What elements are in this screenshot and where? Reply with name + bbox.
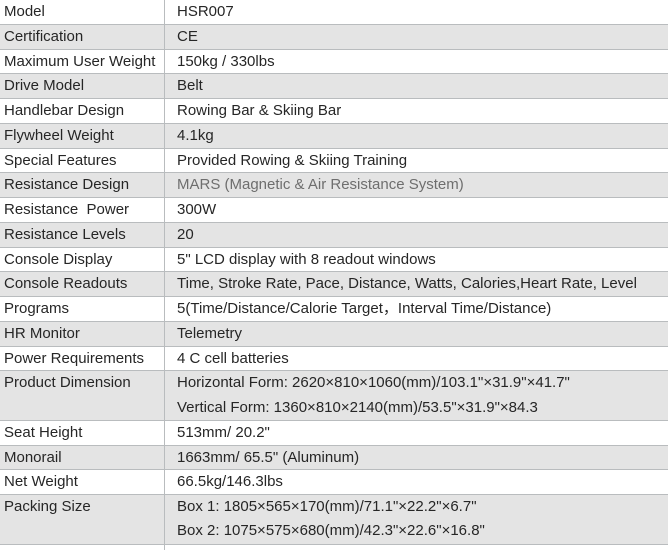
spec-value: Rowing Bar & Skiing Bar — [165, 99, 668, 123]
spec-label — [0, 544, 165, 550]
spec-label: Programs — [0, 297, 165, 321]
spec-value-line: Box 2: 1075×575×680(mm)/42.3"×22.6"×16.8… — [177, 522, 485, 540]
spec-value-line: Belt — [177, 77, 203, 95]
spec-label: Product Dimension — [0, 371, 165, 420]
spec-value: Belt — [165, 74, 668, 98]
table-row: Console Display 5" LCD display with 8 rea… — [0, 247, 668, 273]
table-row-partial — [0, 544, 668, 550]
spec-value-line: 20 — [177, 225, 194, 243]
spec-label: Flywheel Weight — [0, 123, 165, 148]
spec-label: Seat Height — [0, 420, 165, 445]
spec-value: Time, Stroke Rate, Pace, Distance, Watts… — [165, 272, 668, 296]
spec-label: Certification — [0, 24, 165, 49]
spec-label: Console Display — [0, 247, 165, 272]
spec-value-line: 1663mm/ 65.5" (Aluminum) — [177, 448, 360, 466]
spec-value: MARS (Magnetic & Air Resistance System) — [165, 173, 668, 197]
spec-value: Telemetry — [165, 322, 668, 346]
spec-label: Power Requirements — [0, 346, 165, 371]
spec-value-line: 150kg / 330lbs — [177, 52, 275, 70]
spec-value: 150kg / 330lbs — [165, 50, 668, 74]
spec-label: Resistance Power — [0, 198, 165, 222]
table-row: Product Dimension Horizontal Form: 2620×8… — [0, 371, 668, 421]
spec-value-line: Vertical Form: 1360×810×2140(mm)/53.5"×3… — [177, 398, 538, 416]
spec-value: 4 C cell batteries — [165, 347, 668, 371]
table-row: Monorail 1663mm/ 65.5" (Aluminum) — [0, 445, 668, 471]
table-row: Resistance Design MARS (Magnetic & Air Re… — [0, 173, 668, 198]
spec-value-line: 300W — [177, 201, 217, 218]
spec-value-line: Telemetry — [177, 324, 243, 342]
spec-value: 5" LCD display with 8 readout windows — [165, 248, 668, 272]
spec-value-line: HSR007 — [177, 3, 234, 20]
spec-label: Net Weight — [0, 470, 165, 494]
spec-value: 20 — [165, 223, 668, 247]
table-row: Power Requirements 4 C cell batteries — [0, 346, 668, 372]
spec-value-line: 4 C cell batteries — [177, 349, 289, 367]
table-row: Packing Size Box 1: 1805×565×170(mm)/71.1… — [0, 495, 668, 545]
table-row: Drive Model Belt — [0, 74, 668, 99]
table-row: Maximum User Weight 150kg / 330lbs — [0, 49, 668, 75]
table-row: Resistance Power 300W — [0, 198, 668, 223]
table-row: Handlebar Design Rowing Bar & Skiing Bar — [0, 99, 668, 124]
spec-value: 300W — [165, 198, 668, 222]
table-row: Certification CE — [0, 24, 668, 50]
table-row: Resistance Levels 20 — [0, 222, 668, 248]
spec-label: Resistance Design — [0, 173, 165, 197]
spec-value-line: 5" LCD display with 8 readout windows — [177, 250, 436, 268]
table-row: Flywheel Weight 4.1kg — [0, 123, 668, 149]
spec-value-line: 66.5kg/146.3lbs — [177, 473, 283, 491]
spec-label: HR Monitor — [0, 321, 165, 346]
spec-value: 66.5kg/146.3lbs — [165, 470, 668, 494]
spec-value-line: 5(Time/Distance/Calorie Target，Interval … — [177, 300, 552, 317]
spec-value-line: Box 1: 1805×565×170(mm)/71.1"×22.2"×6.7" — [177, 498, 477, 515]
spec-value: Box 1: 1805×565×170(mm)/71.1"×22.2"×6.7"… — [165, 495, 668, 544]
spec-value: Horizontal Form: 2620×810×1060(mm)/103.1… — [165, 371, 668, 420]
spec-label: Packing Size — [0, 495, 165, 544]
table-row: Model HSR007 — [0, 0, 668, 25]
spec-label: Resistance Levels — [0, 222, 165, 247]
spec-label: Special Features — [0, 148, 165, 173]
spec-label: Drive Model — [0, 74, 165, 98]
spec-value-line: 513mm/ 20.2" — [177, 423, 270, 441]
spec-value-line: 4.1kg — [177, 126, 214, 144]
table-row: Net Weight 66.5kg/146.3lbs — [0, 470, 668, 495]
spec-value-line: Time, Stroke Rate, Pace, Distance, Watts… — [177, 275, 637, 293]
spec-value: HSR007 — [165, 0, 668, 24]
spec-value-line: Rowing Bar & Skiing Bar — [177, 102, 342, 119]
spec-value-line: Provided Rowing & Skiing Training — [177, 151, 408, 169]
table-row: Special Features Provided Rowing & Skiing… — [0, 148, 668, 174]
spec-value: 513mm/ 20.2" — [165, 421, 668, 445]
spec-value: 1663mm/ 65.5" (Aluminum) — [165, 446, 668, 470]
spec-value: 5(Time/Distance/Calorie Target，Interval … — [165, 297, 668, 321]
table-row: HR Monitor Telemetry — [0, 321, 668, 347]
spec-value-line: CE — [177, 27, 198, 45]
spec-label: Model — [0, 0, 165, 24]
table-row: Programs 5(Time/Distance/Calorie Target，I… — [0, 297, 668, 322]
spec-value: 4.1kg — [165, 124, 668, 148]
spec-value: Provided Rowing & Skiing Training — [165, 149, 668, 173]
spec-label: Maximum User Weight — [0, 49, 165, 74]
spec-value: CE — [165, 25, 668, 49]
spec-value-line: MARS (Magnetic & Air Resistance System) — [177, 176, 464, 194]
table-row: Console Readouts Time, Stroke Rate, Pace,… — [0, 272, 668, 297]
table-row: Seat Height 513mm/ 20.2" — [0, 420, 668, 446]
spec-label: Handlebar Design — [0, 99, 165, 123]
spec-label: Monorail — [0, 445, 165, 470]
spec-label: Console Readouts — [0, 272, 165, 296]
spec-value-line: Horizontal Form: 2620×810×1060(mm)/103.1… — [177, 374, 570, 392]
